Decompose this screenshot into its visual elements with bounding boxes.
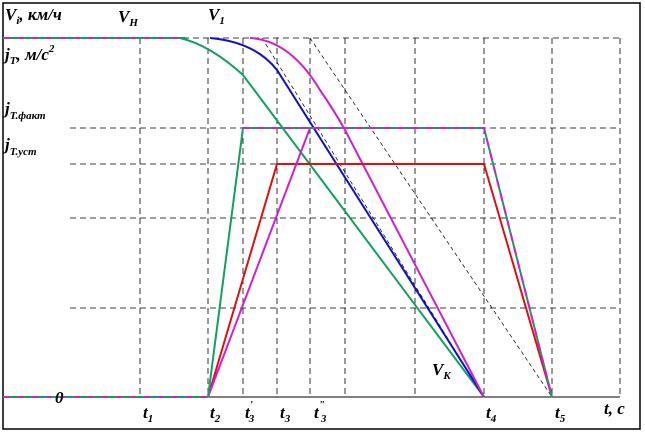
sub: T.факт [10, 110, 46, 122]
x-tick-label: t3 [280, 403, 291, 425]
frame [2, 2, 641, 430]
sub: 1 [219, 15, 225, 27]
sub: T [10, 55, 18, 67]
unit: , м/с [15, 45, 49, 64]
grid [3, 37, 621, 397]
symbol: V [118, 7, 131, 26]
symbol: j [2, 99, 10, 118]
sub: 3 [284, 413, 291, 425]
unit: , км/ч [18, 5, 61, 24]
sub: i [16, 15, 20, 27]
x-tick-label: t" 3 [314, 399, 327, 425]
origin-label: 0 [55, 388, 64, 407]
sub: 3 [248, 413, 255, 425]
sub: T.уст [10, 146, 37, 158]
symbol: t [486, 403, 492, 422]
vh-label: VH [118, 7, 138, 29]
sup: ' [250, 399, 253, 411]
sup: " [319, 399, 325, 411]
sub: 4 [490, 413, 497, 425]
v1-label: V1 [208, 5, 225, 27]
sub: 1 [148, 413, 154, 425]
sub: H [128, 17, 138, 29]
decel-steady-label: jT.уст [2, 135, 37, 158]
symbol: t [210, 403, 216, 422]
symbol: t [555, 403, 561, 422]
x-ticks: t1 t2 t' 3 t3 t" 3 t4 t5 [143, 399, 566, 425]
symbol: t [143, 403, 149, 422]
sup: 2 [48, 43, 55, 55]
symbol: V [208, 5, 221, 24]
unit: , c [608, 399, 626, 418]
decel-actual-label: jT.факт [2, 99, 46, 122]
deceleration-label: jT, м/с2 [2, 43, 55, 67]
x-tick-label: t5 [555, 403, 566, 425]
symbol: V [5, 5, 18, 24]
sub: 2 [214, 413, 221, 425]
symbol: t [245, 403, 251, 422]
x-tick-label: t2 [210, 403, 221, 425]
symbol: j [2, 135, 10, 154]
symbol: j [2, 45, 10, 64]
x-tick-label: t' 3 [245, 399, 255, 425]
sub: 3 [320, 413, 327, 425]
sub: K [442, 370, 451, 382]
vk-label: VK [432, 360, 451, 382]
symbol: t [280, 403, 286, 422]
symbol: t [314, 403, 320, 422]
x-tick-label: t1 [143, 403, 153, 425]
symbol: t [604, 399, 610, 418]
x-axis-label: t, c [604, 399, 625, 418]
x-tick-label: t4 [486, 403, 497, 425]
velocity-label: Vi, км/ч [5, 5, 62, 27]
curves [3, 37, 553, 398]
sub: 5 [560, 413, 566, 425]
symbol: V [432, 360, 445, 379]
